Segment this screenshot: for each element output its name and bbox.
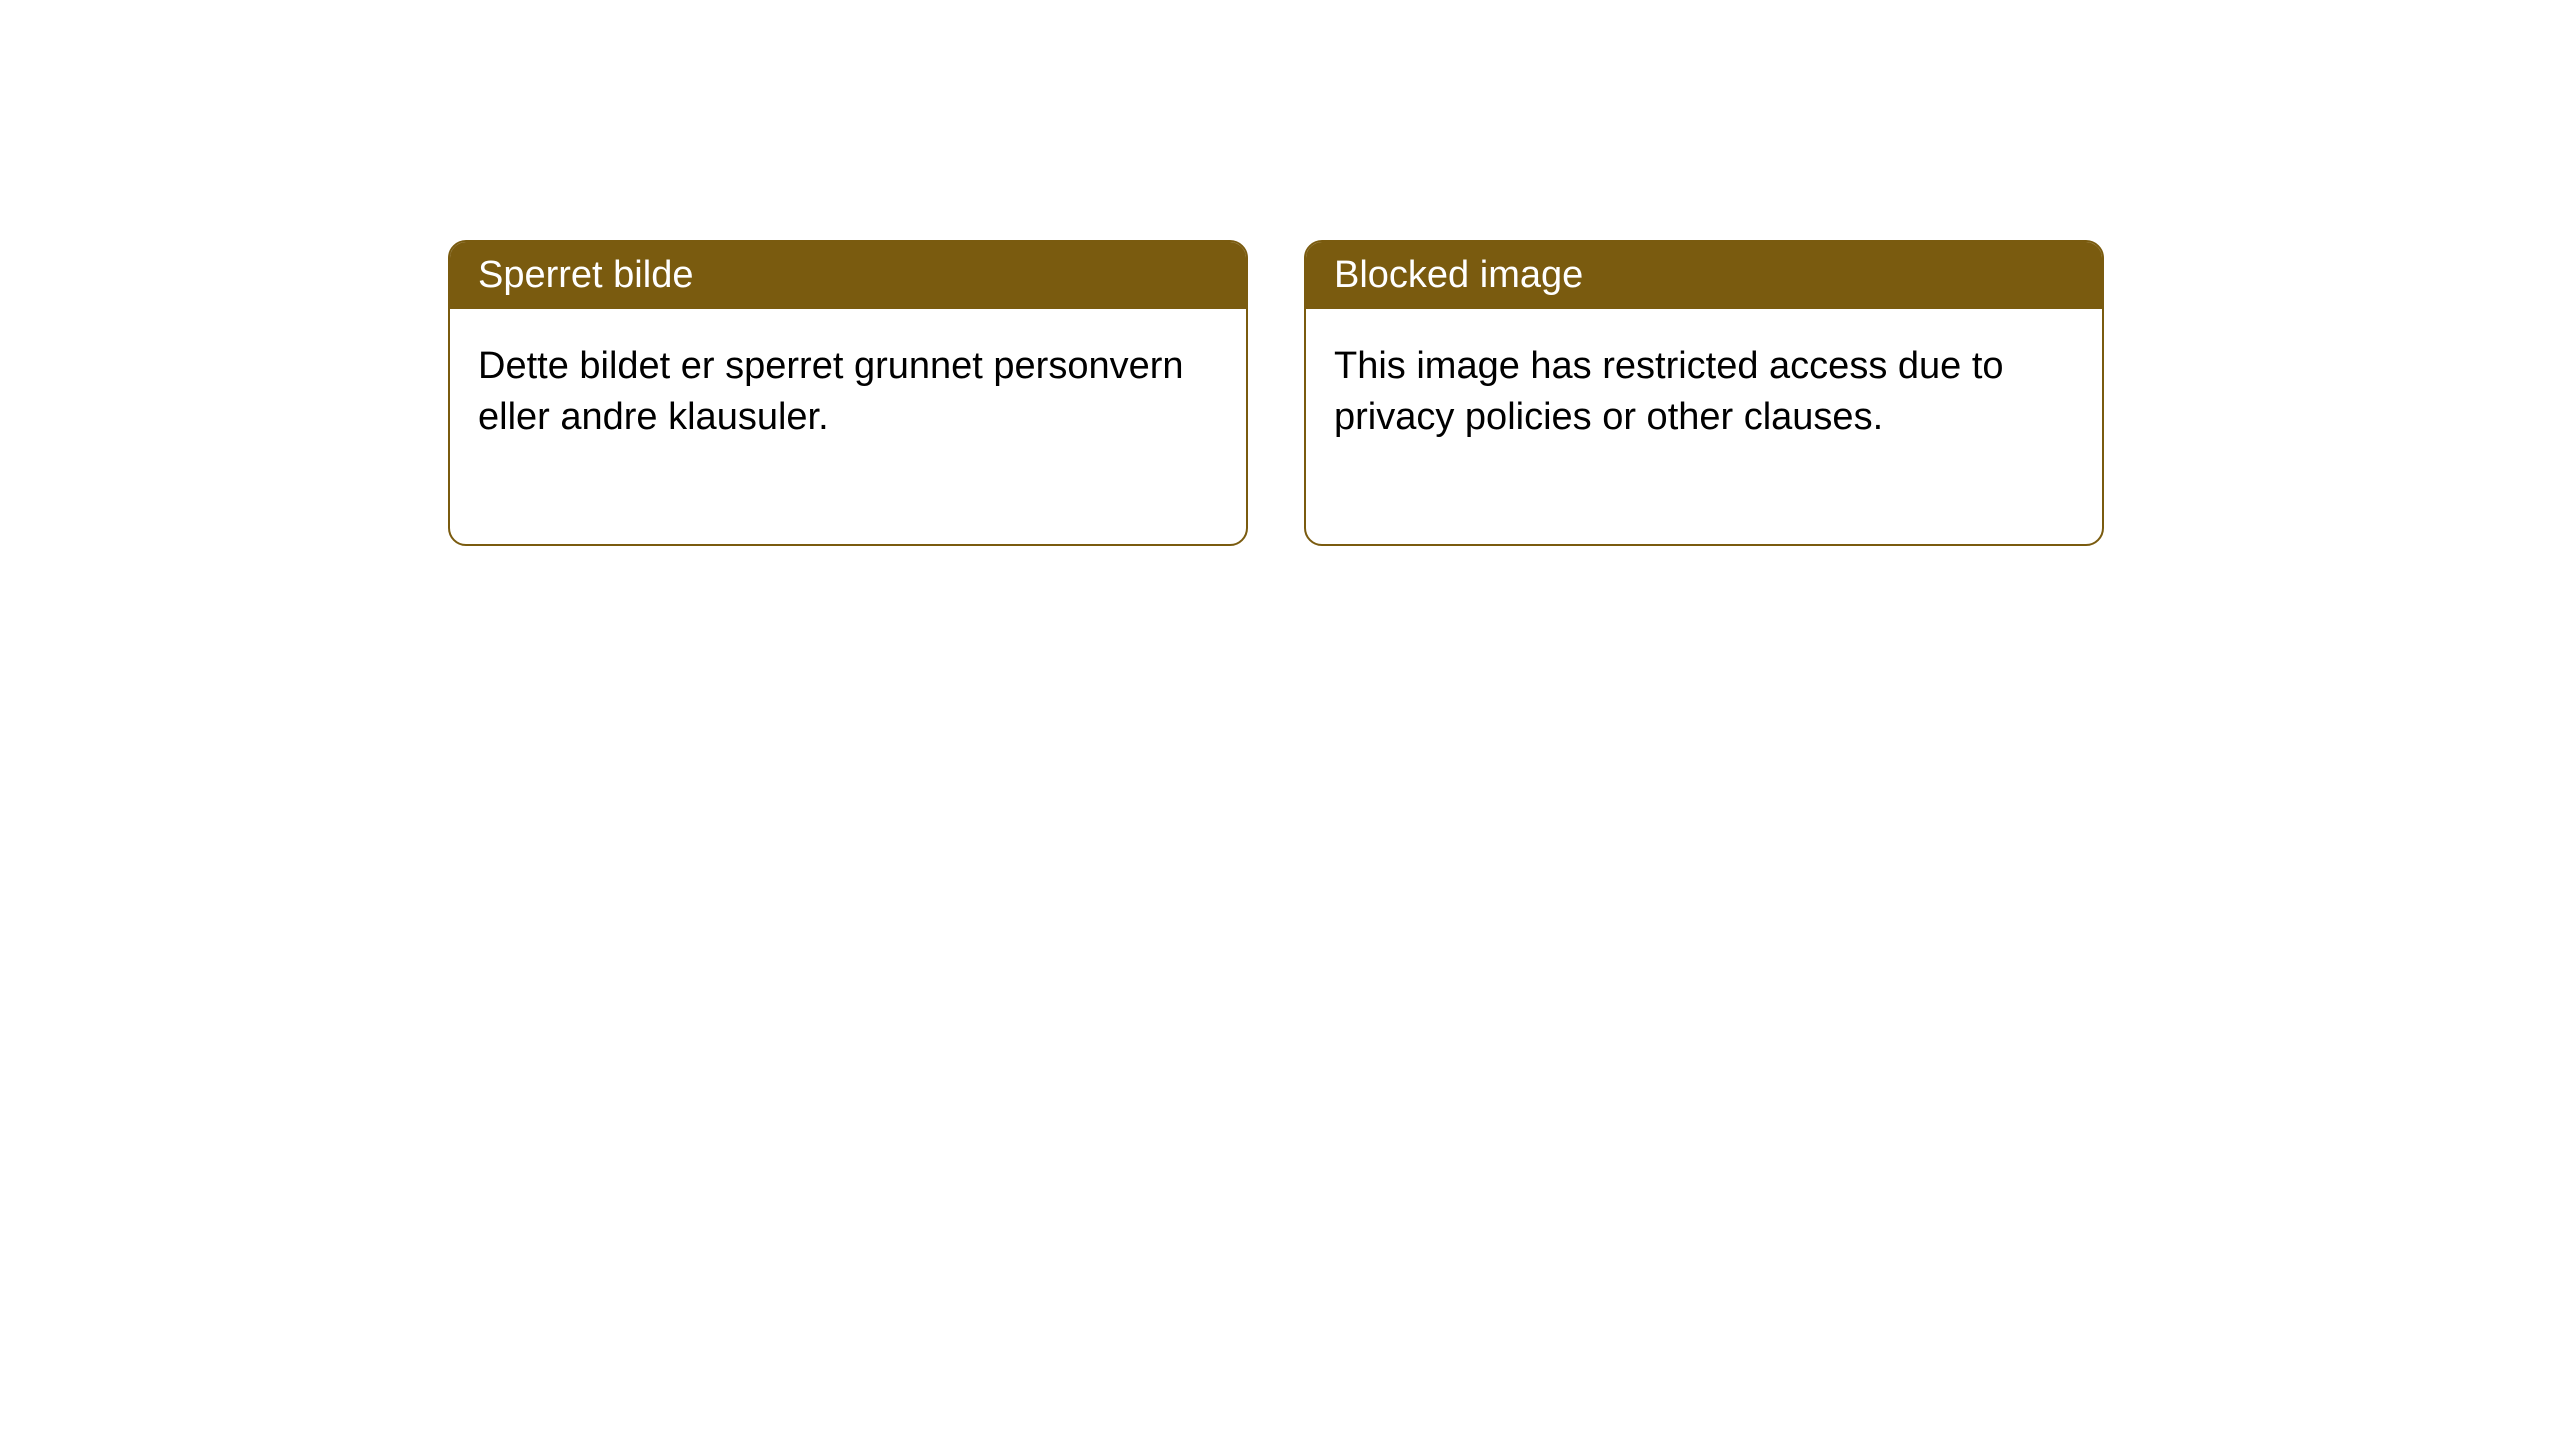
blocked-image-card-en: Blocked image This image has restricted … bbox=[1304, 240, 2104, 546]
card-header: Sperret bilde bbox=[450, 242, 1246, 309]
card-body: This image has restricted access due to … bbox=[1306, 309, 2102, 544]
notice-container: Sperret bilde Dette bildet er sperret gr… bbox=[448, 240, 2104, 546]
card-title: Blocked image bbox=[1334, 254, 1583, 296]
blocked-image-card-no: Sperret bilde Dette bildet er sperret gr… bbox=[448, 240, 1248, 546]
card-message: Dette bildet er sperret grunnet personve… bbox=[478, 345, 1184, 438]
card-body: Dette bildet er sperret grunnet personve… bbox=[450, 309, 1246, 544]
card-title: Sperret bilde bbox=[478, 254, 693, 296]
card-message: This image has restricted access due to … bbox=[1334, 345, 2004, 438]
card-header: Blocked image bbox=[1306, 242, 2102, 309]
